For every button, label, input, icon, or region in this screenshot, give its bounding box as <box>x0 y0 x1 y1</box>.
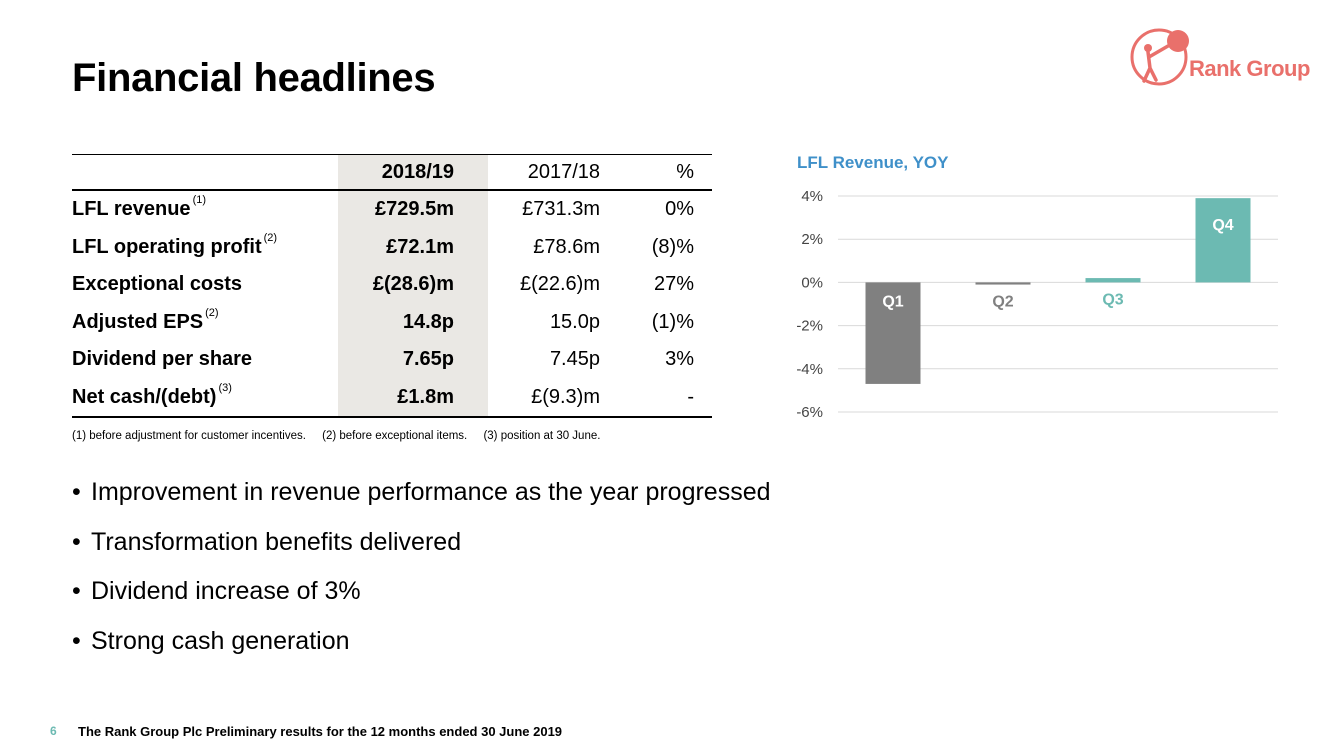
bar-label: Q2 <box>992 293 1013 310</box>
cell-change: 3% <box>665 348 694 371</box>
cell-current: 7.65p <box>338 341 488 379</box>
financial-headlines-table: 2018/19 2017/18 % LFL revenue (1) £729.5m… <box>72 154 712 418</box>
y-tick-label: 0% <box>801 274 823 291</box>
table-header-row: 2018/19 2017/18 % <box>72 154 712 191</box>
bullet-dot-icon: • <box>72 527 81 556</box>
table-footnotes: (1) before adjustment for customer incen… <box>72 430 613 442</box>
row-label-text: Dividend per share <box>72 348 253 371</box>
footnote-marker: (2) <box>263 231 278 244</box>
bar-q3 <box>1085 278 1141 283</box>
column-header-2017-18: 2017/18 <box>488 154 638 191</box>
cell-prior: 15.0p <box>549 310 600 333</box>
bar-q1 <box>865 282 921 384</box>
bar-label: Q4 <box>1212 217 1233 234</box>
cell-prior: £78.6m <box>533 235 600 258</box>
list-item: • Improvement in revenue performance as t… <box>72 475 771 525</box>
list-item-text: Strong cash generation <box>91 626 350 655</box>
list-item-text: Transformation benefits delivered <box>91 527 462 556</box>
column-header-2018-19: 2018/19 <box>338 154 488 191</box>
bullet-dot-icon: • <box>72 626 81 655</box>
cell-prior: £(9.3)m <box>488 378 638 418</box>
bullet-dot-icon: • <box>72 478 81 506</box>
cell-change: - <box>638 378 712 418</box>
bullet-dot-icon: • <box>72 577 81 606</box>
table-row: LFL revenue (1) £729.5m £731.3m 0% <box>72 190 712 229</box>
cell-change: 27% <box>653 273 694 296</box>
cell-current: 14.8p <box>338 303 488 341</box>
logo-text: Rank Group <box>1189 56 1310 81</box>
y-tick-label: -2% <box>796 318 823 335</box>
table-row: Exceptional costs £(28.6)m £(22.6)m 27% <box>72 266 712 304</box>
footnote: (1) before adjustment for customer incen… <box>72 430 306 442</box>
cell-current: £729.5m <box>338 190 488 229</box>
rank-group-logo: Rank Group <box>1126 26 1310 88</box>
list-item: • Transformation benefits delivered <box>72 525 771 575</box>
column-header-percent: % <box>638 154 712 191</box>
list-item: • Dividend increase of 3% <box>72 574 771 624</box>
y-tick-label: -4% <box>796 361 823 378</box>
row-label: LFL revenue (1) <box>72 190 338 229</box>
y-tick-label: 4% <box>801 188 823 205</box>
bar-q2 <box>975 282 1031 285</box>
gongman-icon <box>1130 28 1189 86</box>
cell-prior: £731.3m <box>522 198 600 221</box>
footnote-marker: (3) <box>218 381 232 394</box>
table-row: Adjusted EPS (2) 14.8p 15.0p (1)% <box>72 303 712 342</box>
bar-label: Q1 <box>882 293 903 310</box>
row-label: Dividend per share <box>72 341 338 379</box>
row-label-text: LFL revenue <box>72 198 191 221</box>
row-label-text: Exceptional costs <box>72 273 243 296</box>
table-row: LFL operating profit (2) £72.1m £78.6m (8… <box>72 228 712 267</box>
row-label: Exceptional costs <box>72 266 338 304</box>
y-tick-label: -6% <box>796 404 823 421</box>
chart-title: LFL Revenue, YOY <box>797 153 949 172</box>
page-title: Financial headlines <box>72 56 436 100</box>
cell-current: £72.1m <box>338 228 488 266</box>
list-item: • Strong cash generation <box>72 624 771 674</box>
page-number: 6 <box>50 724 57 738</box>
footnote-marker: (2) <box>205 306 219 319</box>
cell-current: £(28.6)m <box>338 266 488 304</box>
footnote: (2) before exceptional items. <box>322 430 468 442</box>
list-item-text: Dividend increase of 3% <box>91 577 361 606</box>
row-label-text: Adjusted EPS <box>72 310 204 333</box>
row-label-text: LFL operating profit <box>72 235 262 258</box>
cell-prior: £(22.6)m <box>519 273 600 296</box>
footnote: (3) position at 30 June. <box>483 430 601 442</box>
bar-q4 <box>1195 198 1251 283</box>
cell-current: £1.8m <box>338 378 488 418</box>
row-label: LFL operating profit (2) <box>72 229 338 267</box>
cell-change: 0% <box>665 198 694 221</box>
table-row: Net cash/(debt) (3) £1.8m £(9.3)m - <box>72 378 712 418</box>
list-item-text: Improvement in revenue performance as th… <box>91 478 771 506</box>
cell-change: (8)% <box>651 235 694 258</box>
bar-label: Q3 <box>1102 291 1123 308</box>
lfl-revenue-bar-chart: 4% 2% 0% -2% -4% -6% Q1 Q2 Q3 Q4 <box>796 188 1278 421</box>
footnote-marker: (1) <box>192 194 207 207</box>
column-header-label <box>72 154 338 191</box>
footer-text: The Rank Group Plc Preliminary results f… <box>78 724 563 739</box>
y-tick-label: 2% <box>801 231 823 248</box>
key-points-list: • Improvement in revenue performance as t… <box>72 475 771 673</box>
cell-change: (1)% <box>651 310 694 333</box>
table-row: Dividend per share 7.65p 7.45p 3% <box>72 341 712 379</box>
row-label: Net cash/(debt) (3) <box>72 378 338 418</box>
row-label: Adjusted EPS (2) <box>72 304 338 342</box>
cell-prior: 7.45p <box>549 348 600 371</box>
row-label-text: Net cash/(debt) <box>72 385 217 408</box>
